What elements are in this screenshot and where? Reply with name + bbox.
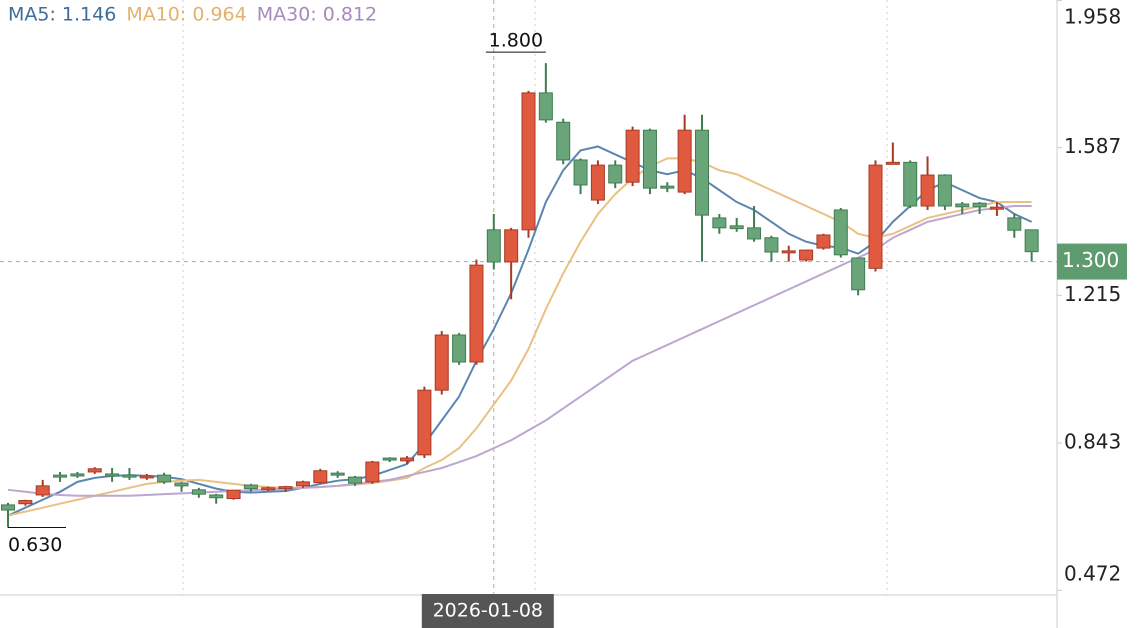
candle-body <box>417 389 432 456</box>
y-tick-label: 1.215 <box>1064 282 1121 306</box>
candle-body <box>209 494 224 499</box>
candle-body <box>174 482 189 487</box>
candle-body <box>122 474 137 478</box>
candle-body <box>642 129 657 189</box>
candle-body <box>53 474 68 478</box>
candle-body <box>868 164 883 269</box>
candle-body <box>903 161 918 207</box>
price-label-box <box>1057 243 1127 280</box>
candle-body <box>70 473 85 477</box>
candle-body <box>573 159 588 186</box>
candle-body <box>1 504 15 511</box>
candle-body <box>139 475 154 479</box>
x-label-box <box>421 594 554 628</box>
candle-body <box>538 92 553 121</box>
candle-body <box>191 489 206 495</box>
ma-line <box>7 205 1032 497</box>
y-tick-label: 1.587 <box>1064 134 1121 158</box>
candle-body <box>486 229 501 263</box>
candle-body <box>313 470 328 484</box>
candle-body <box>695 129 709 216</box>
candle-body <box>382 457 397 461</box>
candle-body <box>729 225 744 230</box>
candle-body <box>261 487 276 491</box>
candle-body <box>434 334 449 391</box>
candle-body <box>816 234 831 249</box>
candle-body <box>989 206 1004 210</box>
candle-body <box>972 202 987 208</box>
y-tick-label: 1.958 <box>1064 5 1121 29</box>
candle-body <box>937 174 952 207</box>
candle-body <box>851 257 866 291</box>
candle-body <box>781 250 796 254</box>
candle-body <box>348 476 362 484</box>
candle-body <box>243 484 258 490</box>
candle-body <box>608 164 623 184</box>
candle-body <box>747 227 762 240</box>
candle-body <box>712 217 727 229</box>
candle-body <box>469 264 484 363</box>
candle-body <box>330 472 345 476</box>
candle-body <box>677 129 692 193</box>
candle-body <box>885 161 900 165</box>
candle-body <box>105 473 120 477</box>
legend-entry: MA10: 0.964 <box>126 4 246 26</box>
low-label: 0.630 <box>8 534 62 556</box>
high-label: 1.800 <box>489 30 543 52</box>
candle-body <box>226 489 241 500</box>
legend-entry: MA5: 1.146 <box>8 4 116 26</box>
candle-body <box>295 481 310 487</box>
y-tick-label: 0.843 <box>1064 429 1121 453</box>
candle-body <box>799 249 814 261</box>
ma-line <box>7 157 1032 517</box>
candle-body <box>625 129 640 183</box>
candle-body <box>1007 217 1022 231</box>
candle-body <box>955 203 970 208</box>
candle-body <box>87 468 102 473</box>
candle-body <box>920 174 935 207</box>
candle-body <box>157 474 172 483</box>
legend-entry: MA30: 0.812 <box>257 4 377 26</box>
candle-body <box>833 209 848 256</box>
candle-body <box>400 457 415 462</box>
candle-body <box>504 229 519 263</box>
ma-line <box>7 145 1033 517</box>
price-label: 1.300 <box>1062 248 1119 272</box>
x-tick-label: 2026-01-08 <box>433 600 543 622</box>
candle-body <box>764 237 779 253</box>
candle-body <box>18 500 33 505</box>
y-tick-label: 0.472 <box>1064 562 1121 586</box>
candle-body <box>278 486 293 490</box>
candle-body <box>521 92 536 231</box>
candle-body <box>452 334 467 363</box>
candle-body <box>590 164 605 201</box>
candle-body <box>660 185 675 189</box>
candle-body <box>1024 229 1039 253</box>
candle-body <box>365 461 380 483</box>
candle-body <box>35 485 50 496</box>
candle-body <box>556 121 571 161</box>
